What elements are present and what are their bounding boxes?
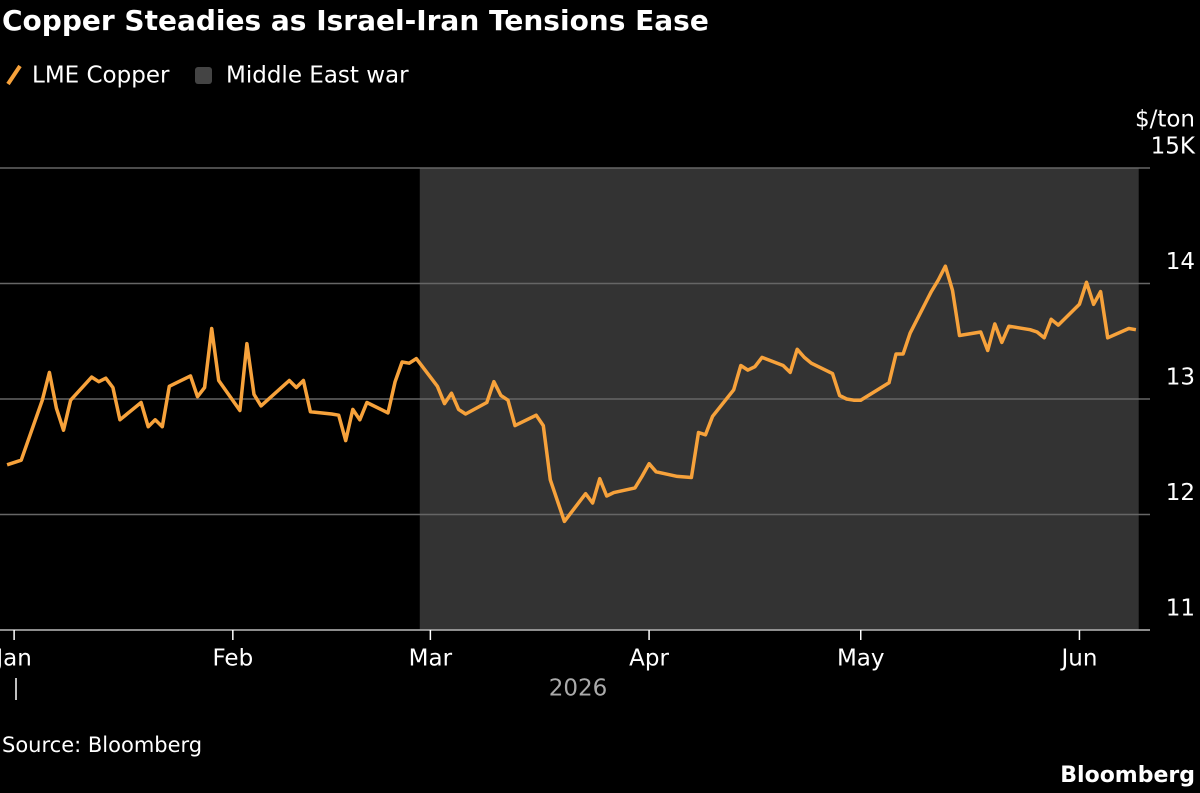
brand: Bloomberg xyxy=(1060,763,1195,788)
legend-span-icon xyxy=(195,67,212,84)
chart-title: Copper Steadies as Israel-Iran Tensions … xyxy=(2,4,709,37)
y-tick-label: 13 xyxy=(1166,365,1195,391)
x-tick-label: Mar xyxy=(409,646,453,672)
x-tick-label: May xyxy=(837,646,885,672)
legend-label: Middle East war xyxy=(226,63,409,89)
source: Source: Bloomberg xyxy=(2,733,202,757)
y-tick-label: 11 xyxy=(1166,596,1195,622)
legend-label: LME Copper xyxy=(32,63,170,89)
x-tick-label: Jun xyxy=(1059,646,1097,672)
data-line xyxy=(6,264,1137,524)
plot-area: 11 12 13 14 15K Jan Feb Mar Apr May Jun xyxy=(0,134,1196,672)
y-axis-label: $/ton xyxy=(1135,107,1195,133)
x-tick-label: Apr xyxy=(629,646,669,672)
y-tick-label: 14 xyxy=(1166,249,1195,275)
y-tick-label: 15K xyxy=(1151,134,1196,160)
x-tick-label: Jan xyxy=(0,646,32,672)
x-axis-label: 2026 xyxy=(549,676,608,702)
x-tick-label: Feb xyxy=(212,646,253,672)
legend-line-icon xyxy=(6,64,22,86)
y-tick-label: 12 xyxy=(1166,480,1195,506)
